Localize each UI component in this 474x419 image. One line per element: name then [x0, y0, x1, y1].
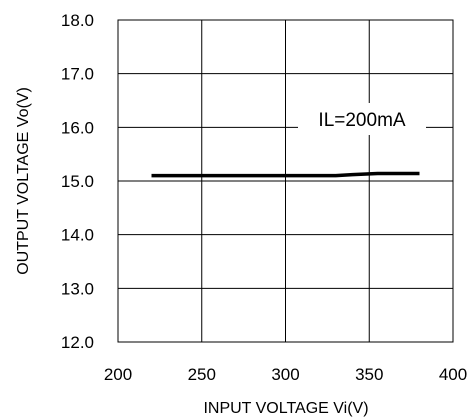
y-tick-label: 15.0 — [61, 172, 94, 191]
x-axis-label: INPUT VOLTAGE Vi(V) — [203, 400, 368, 417]
annotation-label: IL=200mA — [318, 110, 405, 131]
x-tick-labels: 200 250 300 350 400 — [104, 365, 467, 384]
y-tick-label: 16.0 — [61, 118, 94, 137]
plot-frame — [117, 19, 454, 343]
x-tick-label: 300 — [271, 365, 299, 384]
y-axis-label: OUTPUT VOLTAGE Vo(V) — [15, 87, 32, 275]
x-tick-label: 200 — [104, 365, 132, 384]
x-tick-label: 250 — [188, 365, 216, 384]
y-tick-label: 14.0 — [61, 226, 94, 245]
x-tick-label: 400 — [439, 365, 467, 384]
series-layer — [151, 171, 420, 178]
y-tick-label: 17.0 — [61, 65, 94, 84]
y-tick-labels: 12.0 13.0 14.0 15.0 16.0 17.0 18.0 — [61, 11, 94, 352]
x-tick-label: 350 — [355, 365, 383, 384]
y-tick-label: 13.0 — [61, 279, 94, 298]
series-line-0 — [151, 171, 420, 178]
y-tick-label: 12.0 — [61, 333, 94, 352]
annotation-box — [298, 103, 426, 135]
grid-lines — [118, 20, 453, 342]
y-tick-label: 18.0 — [61, 11, 94, 30]
